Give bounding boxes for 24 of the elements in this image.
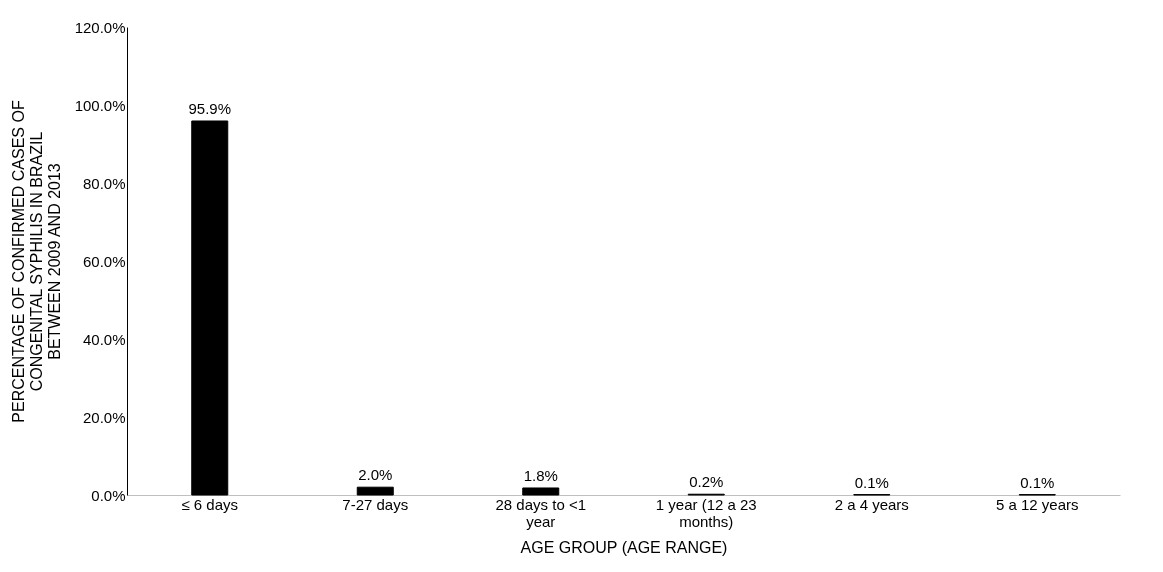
- y-axis-title: PERCENTAGE OF CONFIRMED CASES OF CONGENITAL SYPHILIS IN BRAZIL BETWEEN 2009 AND 2013: [9, 100, 63, 423]
- data-label: 0.1%: [1020, 473, 1055, 491]
- bar: [191, 120, 229, 496]
- bar: [522, 487, 560, 496]
- data-label: 2.0%: [358, 466, 393, 484]
- y-tick-label: 20.0%: [82, 408, 126, 426]
- y-tick-label: 120.0%: [74, 18, 126, 36]
- x-axis-title: AGE GROUP (AGE RANGE): [520, 538, 728, 556]
- y-tick-label: 60.0%: [82, 252, 126, 270]
- data-label: 0.1%: [854, 473, 889, 491]
- x-tick-label: 1 year (12 a 23 months): [655, 495, 757, 530]
- x-tick-label: 28 days to <1 year: [495, 495, 586, 530]
- data-label: 95.9%: [188, 99, 232, 117]
- x-tick-label: ≤ 6 days: [181, 495, 239, 513]
- y-tick-label: 0.0%: [91, 486, 126, 504]
- x-tick-label: 2 a 4 years: [834, 495, 909, 513]
- data-label: 0.2%: [689, 473, 724, 491]
- x-tick-label: 7-27 days: [342, 495, 409, 513]
- data-label: 1.8%: [523, 466, 558, 484]
- y-tick-label: 40.0%: [82, 330, 126, 348]
- bar: [356, 486, 394, 496]
- x-tick-label: 5 a 12 years: [995, 495, 1079, 513]
- y-tick-label: 100.0%: [74, 96, 126, 114]
- y-tick-label: 80.0%: [82, 174, 126, 192]
